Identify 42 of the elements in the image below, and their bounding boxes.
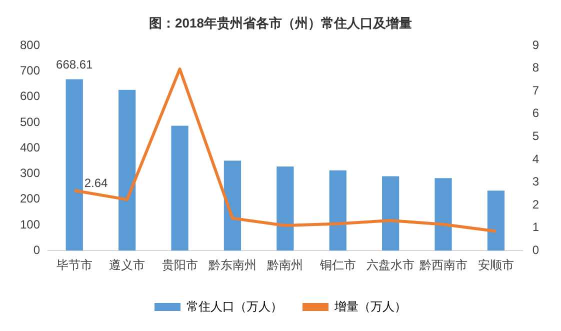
y2-tick-label: 7 xyxy=(532,83,540,98)
bar xyxy=(118,90,136,251)
bar xyxy=(382,176,400,251)
bar xyxy=(171,126,188,251)
y2-tick-label: 4 xyxy=(532,152,540,166)
y2-tick-label: 9 xyxy=(532,38,540,52)
y2-tick-label: 1 xyxy=(532,220,540,234)
data-label: 2.64 xyxy=(84,176,108,190)
x-tick-label: 遵义市 xyxy=(109,258,146,272)
x-tick-label: 毕节市 xyxy=(56,258,92,272)
y2-tick-label: 6 xyxy=(532,106,540,120)
data-label: 668.61 xyxy=(56,58,94,72)
x-tick-label: 铜仁市 xyxy=(318,258,356,272)
chart-title: 图：2018年贵州省各市（州）常住人口及增量 xyxy=(149,15,412,30)
bar xyxy=(276,166,294,251)
x-tick-label: 贵阳市 xyxy=(162,258,198,272)
x-tick-label: 安顺市 xyxy=(478,258,514,272)
x-tick-label: 黔西南市 xyxy=(418,258,468,272)
bar xyxy=(329,170,346,251)
y2-tick-label: 8 xyxy=(532,60,540,75)
x-tick-label: 黔南州 xyxy=(266,258,304,272)
y-tick-label: 600 xyxy=(20,89,40,104)
legend-label: 常住人口（万人） xyxy=(186,299,282,314)
y2-tick-label: 0 xyxy=(532,242,540,257)
y-tick-label: 200 xyxy=(20,192,40,206)
bar xyxy=(224,160,242,251)
y-tick-label: 500 xyxy=(20,114,40,129)
x-tick-label: 黔东南州 xyxy=(207,258,256,272)
bar xyxy=(66,79,83,251)
y2-tick-label: 3 xyxy=(532,174,540,189)
y-tick-label: 300 xyxy=(20,166,40,180)
y2-tick-label: 5 xyxy=(532,129,540,144)
x-tick-label: 六盘水市 xyxy=(366,258,415,272)
y-tick-label: 700 xyxy=(20,64,40,78)
y-tick-label: 0 xyxy=(33,242,40,257)
y-tick-label: 800 xyxy=(20,38,40,52)
y-tick-label: 100 xyxy=(20,217,40,232)
y-tick-label: 400 xyxy=(20,140,40,154)
y2-tick-label: 2 xyxy=(532,197,540,212)
bar xyxy=(487,190,505,251)
bar xyxy=(434,178,452,251)
legend-label: 增量（万人） xyxy=(334,299,406,314)
